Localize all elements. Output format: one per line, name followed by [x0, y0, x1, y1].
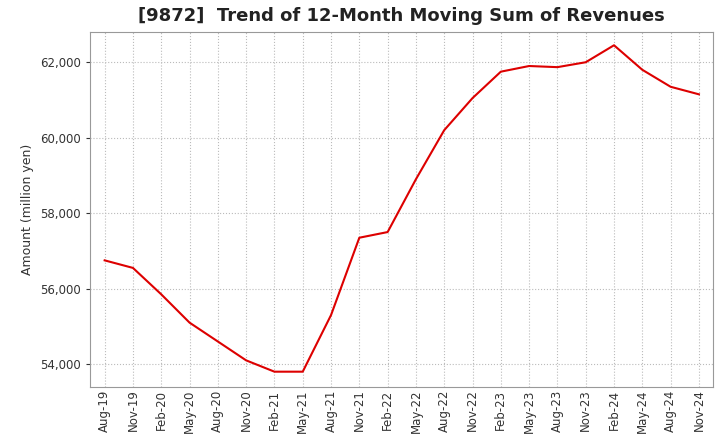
Title: [9872]  Trend of 12-Month Moving Sum of Revenues: [9872] Trend of 12-Month Moving Sum of R…	[138, 7, 665, 25]
Y-axis label: Amount (million yen): Amount (million yen)	[22, 144, 35, 275]
